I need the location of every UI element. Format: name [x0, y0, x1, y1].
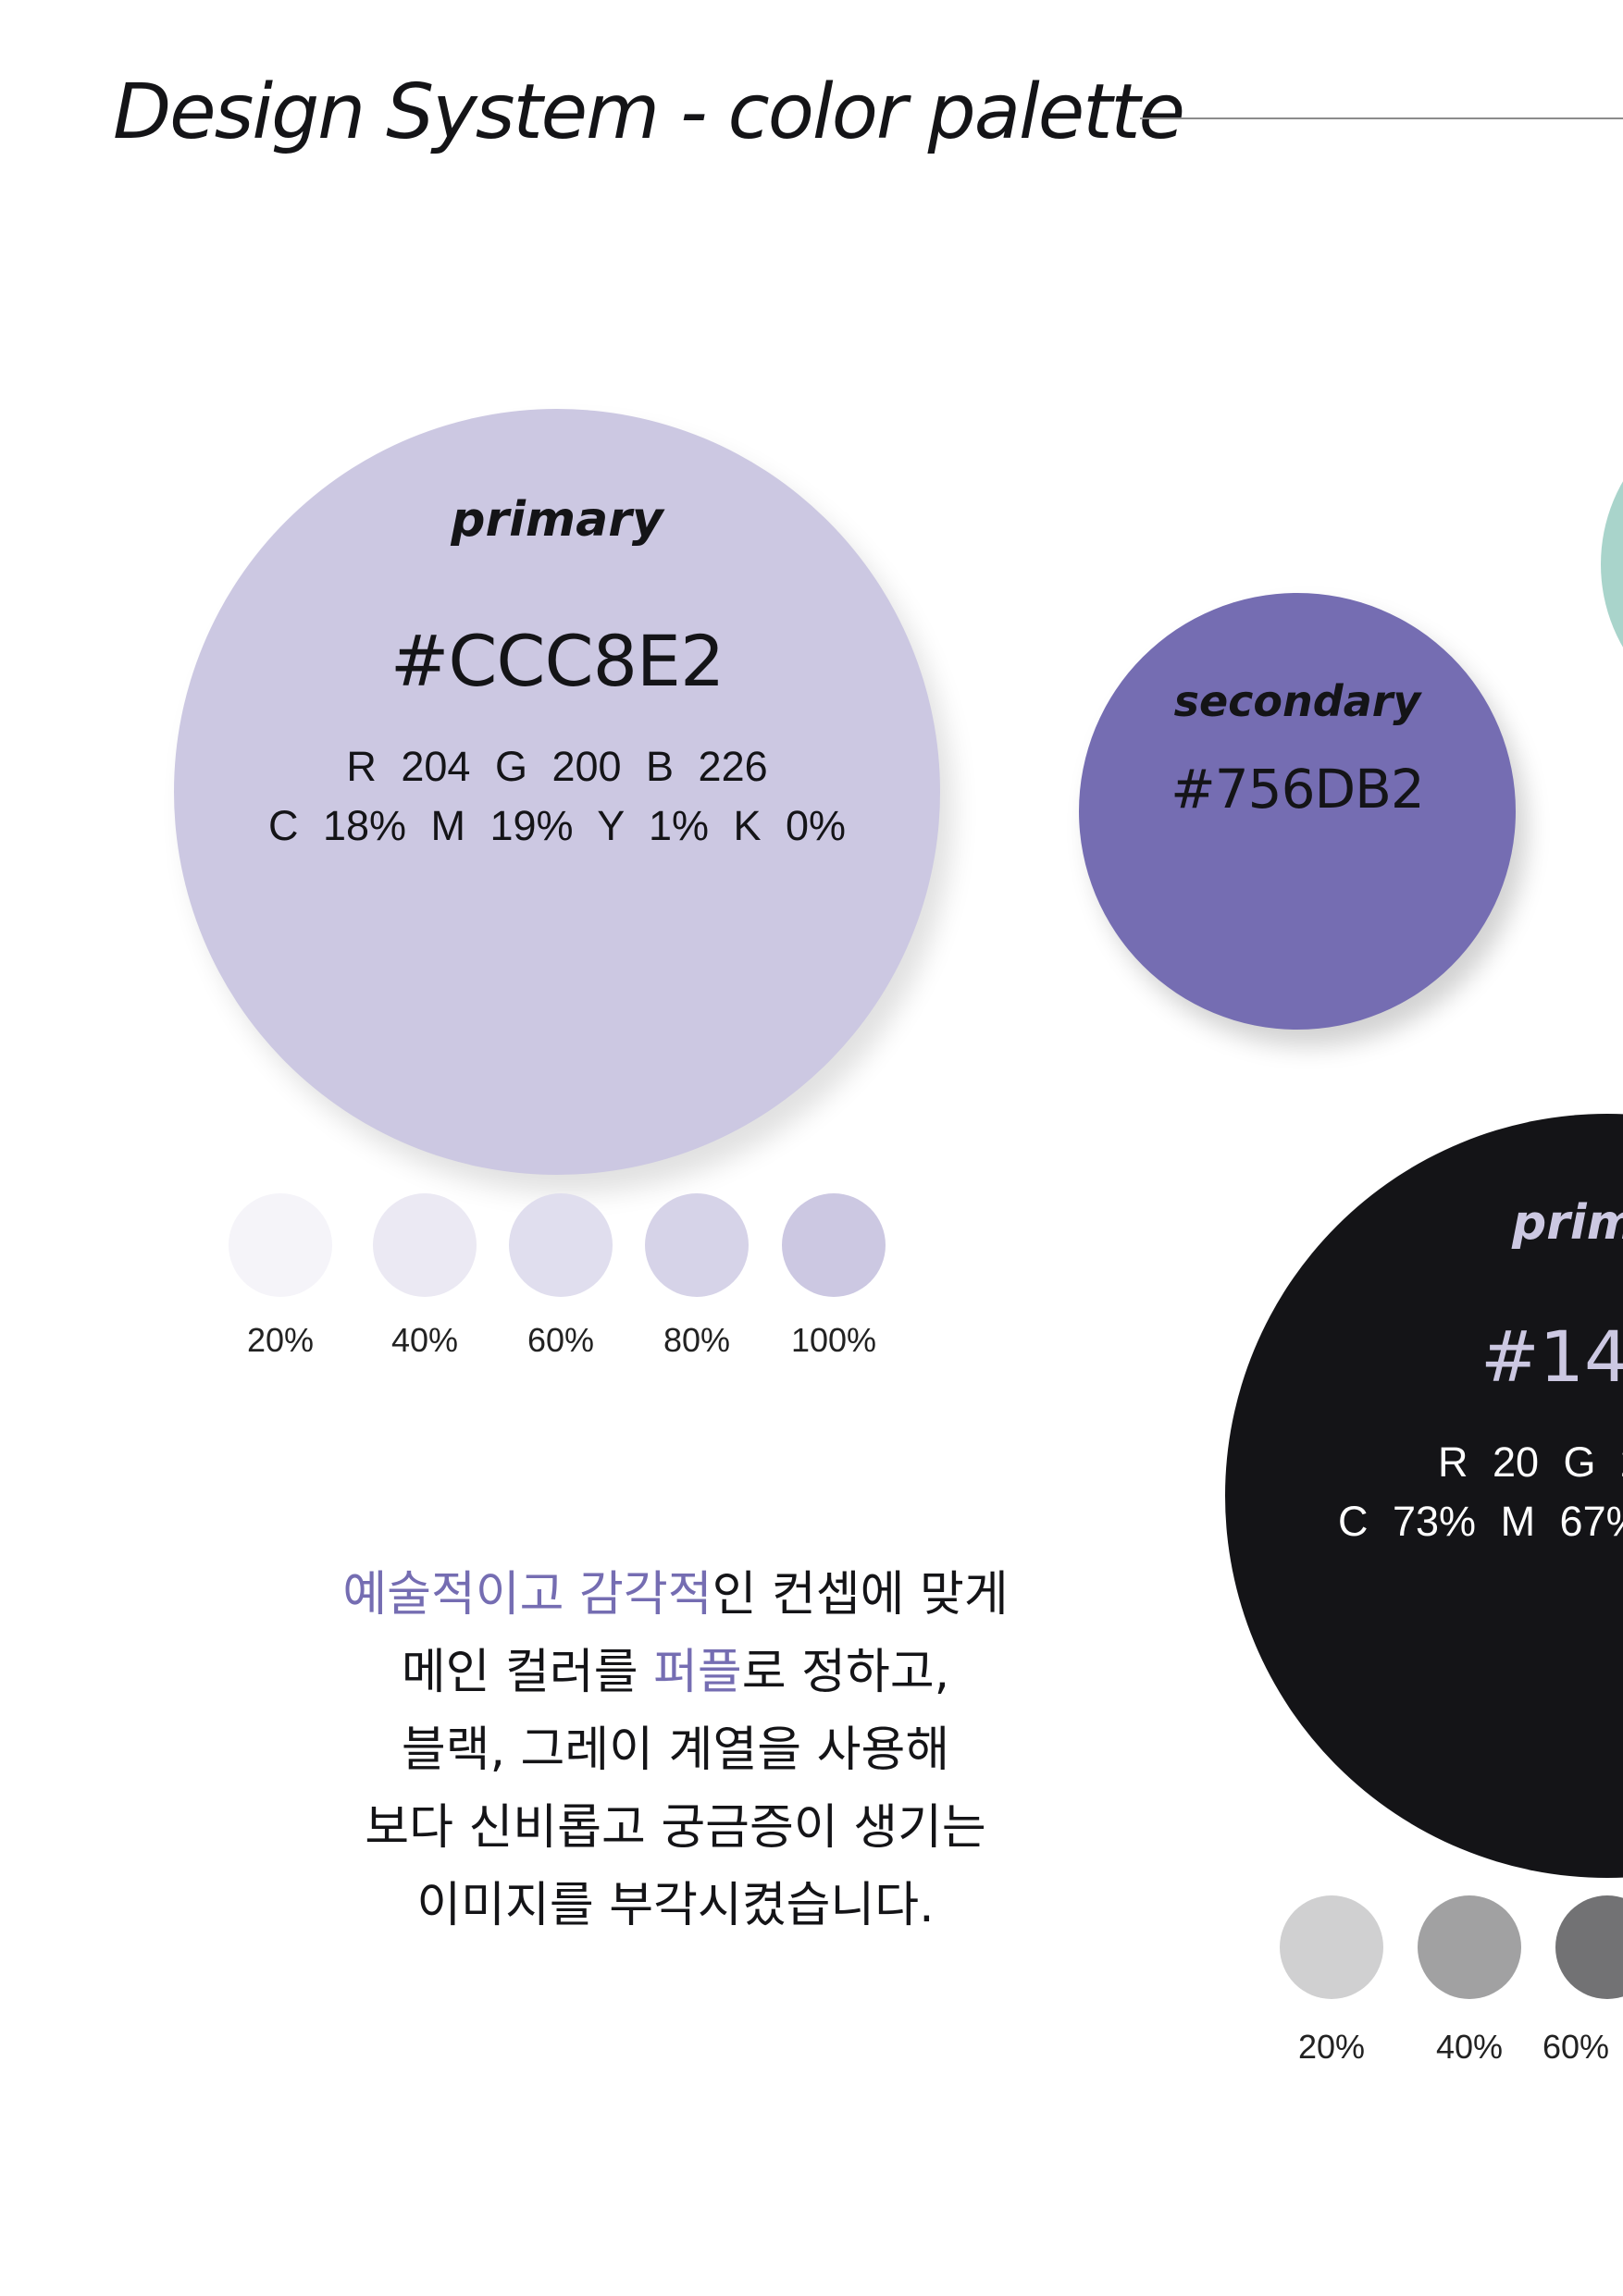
description-line: 이미지를 부각시켰습니다.: [416, 1878, 935, 1933]
primary-tint-label: 80%: [663, 1321, 731, 1359]
black-tint-swatch-40: [1418, 1895, 1521, 1999]
description-accent: 예술적이고 감각적: [342, 1567, 712, 1623]
primary-tint-swatch-60: [509, 1193, 613, 1297]
black-tint-label: 40%: [1435, 2028, 1504, 2066]
secondary-color-circle: secondary #756DB2: [1079, 593, 1516, 1030]
secondary-hex: #756DB2: [1171, 758, 1425, 821]
black-rgb: R 20 G 2: [1438, 1438, 1623, 1486]
mint-color-circle: [1601, 398, 1623, 731]
description-line: 메인 컬러를 퍼플로 정하고,: [305, 1634, 1046, 1711]
primary-tint-swatch-20: [229, 1193, 332, 1297]
black-tint-swatch-20: [1280, 1895, 1383, 1999]
primary-cmyk: C 18% M 19% Y 1% K 0%: [267, 802, 847, 849]
description-line: 예술적이고 감각적인 컨셉에 맞게: [305, 1556, 1046, 1634]
black-hex: #141: [1481, 1315, 1623, 1398]
title-divider: [1140, 117, 1623, 119]
page-title: Design System - color palette: [113, 68, 1185, 156]
black-color-circle: prim #141 R 20 G 2 C 73% M 67%: [1225, 1114, 1623, 1878]
description-accent: 퍼플: [653, 1645, 742, 1700]
description-line: 블랙, 그레이 계열을 사용해: [401, 1722, 950, 1778]
primary-tint-label: 20%: [246, 1321, 315, 1359]
black-label: prim: [1512, 1195, 1623, 1251]
primary-tint-label: 60%: [527, 1321, 595, 1359]
description-line: 보다 신비롭고 궁금증이 생기는: [365, 1800, 986, 1856]
primary-tint-swatch-80: [645, 1193, 749, 1297]
black-tint-label: 60%: [1542, 2028, 1610, 2066]
primary-rgb: R 204 G 200 B 226: [346, 743, 768, 790]
description-text: 로 정하고,: [741, 1645, 950, 1700]
palette-description: 예술적이고 감각적인 컨셉에 맞게 메인 컬러를 퍼플로 정하고, 블랙, 그레…: [305, 1556, 1046, 1944]
description-text: 인 컨셉에 맞게: [712, 1567, 1009, 1623]
primary-hex: #CCC8E2: [390, 620, 725, 702]
description-text: 메인 컬러를: [401, 1645, 654, 1700]
black-cmyk: C 73% M 67%: [1338, 1498, 1623, 1545]
primary-label: primary: [451, 492, 663, 548]
primary-tint-swatch-100: [782, 1193, 886, 1297]
primary-color-circle: primary #CCC8E2 R 204 G 200 B 226 C 18% …: [174, 409, 940, 1175]
black-tint-swatch-60: [1555, 1895, 1623, 1999]
secondary-label: secondary: [1173, 676, 1421, 726]
primary-tint-label: 100%: [790, 1321, 877, 1359]
primary-tint-label: 40%: [390, 1321, 459, 1359]
black-tint-label: 20%: [1297, 2028, 1366, 2066]
primary-tint-swatch-40: [373, 1193, 477, 1297]
